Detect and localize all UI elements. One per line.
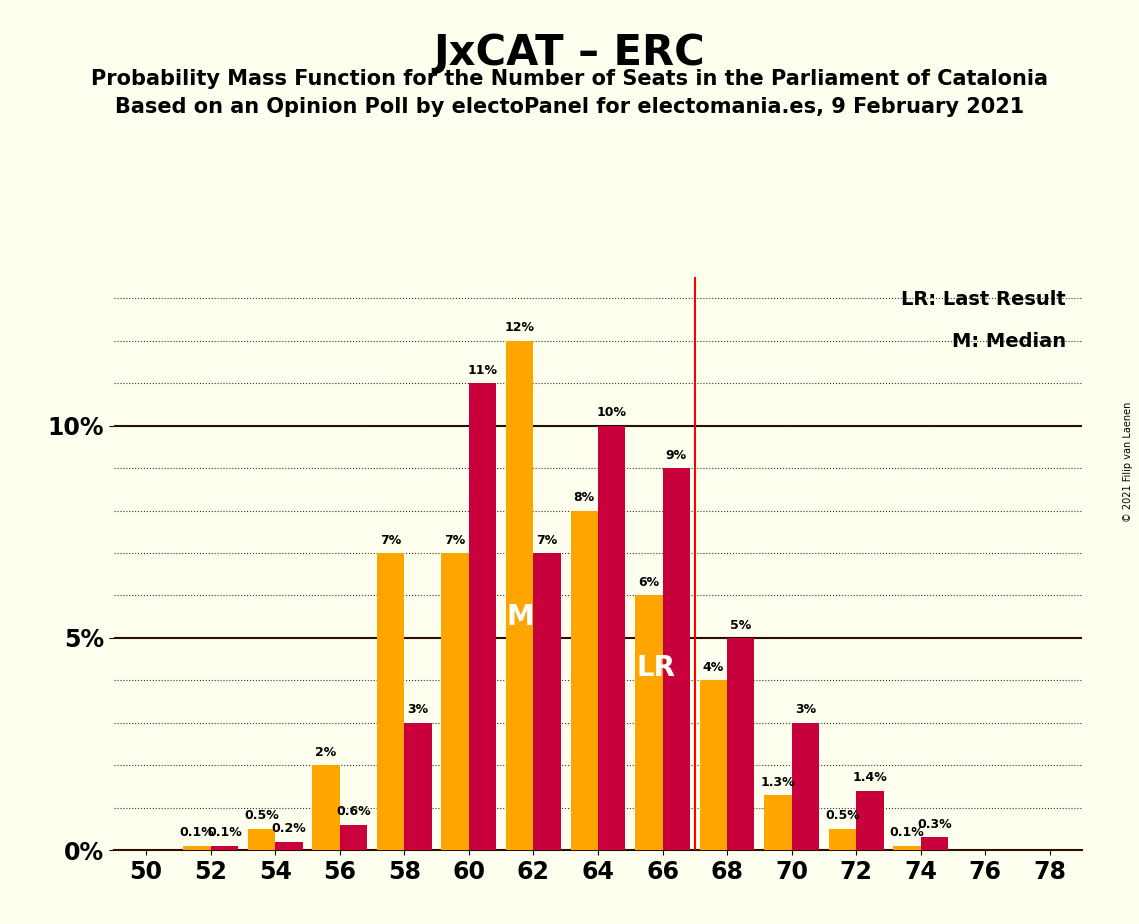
Text: 4%: 4% [703,661,724,674]
Text: 8%: 8% [574,492,595,505]
Text: M: M [507,602,534,631]
Text: 0.1%: 0.1% [207,826,241,840]
Bar [764,795,792,850]
Text: 7%: 7% [536,534,558,547]
Bar [857,791,884,850]
Text: 0.2%: 0.2% [271,822,306,835]
Text: 0.3%: 0.3% [917,818,952,831]
Text: 5%: 5% [730,618,752,631]
Text: 0.1%: 0.1% [890,826,925,840]
Text: 3%: 3% [795,703,816,716]
Bar [792,723,819,850]
Text: 0.5%: 0.5% [825,809,860,822]
Text: 0.6%: 0.6% [336,805,371,819]
Text: 6%: 6% [638,576,659,590]
Text: 0.1%: 0.1% [180,826,214,840]
Bar [663,468,690,850]
Bar [276,842,303,850]
Text: 9%: 9% [665,449,687,462]
Bar [533,553,560,850]
Bar [598,426,625,850]
Text: 12%: 12% [505,322,534,334]
Text: Probability Mass Function for the Number of Seats in the Parliament of Catalonia: Probability Mass Function for the Number… [91,69,1048,90]
Bar [248,829,276,850]
Bar [829,829,857,850]
Text: 11%: 11% [468,364,498,377]
Bar [506,341,533,850]
Text: 3%: 3% [408,703,428,716]
Text: © 2021 Filip van Laenen: © 2021 Filip van Laenen [1123,402,1133,522]
Text: 1.4%: 1.4% [852,772,887,784]
Text: 2%: 2% [316,746,337,759]
Bar [404,723,432,850]
Bar [183,845,211,850]
Bar [920,837,948,850]
Bar [469,383,497,850]
Bar [442,553,469,850]
Bar [312,765,339,850]
Text: 10%: 10% [597,407,626,419]
Bar [893,845,920,850]
Bar [636,595,663,850]
Bar [727,638,754,850]
Text: JxCAT – ERC: JxCAT – ERC [434,32,705,74]
Text: Based on an Opinion Poll by electoPanel for electomania.es, 9 February 2021: Based on an Opinion Poll by electoPanel … [115,97,1024,117]
Text: 7%: 7% [444,534,466,547]
Text: LR: LR [637,653,675,682]
Bar [699,680,727,850]
Bar [377,553,404,850]
Text: M: Median: M: Median [952,333,1066,351]
Text: LR: Last Result: LR: Last Result [901,290,1066,309]
Text: 1.3%: 1.3% [761,775,795,788]
Text: 7%: 7% [380,534,401,547]
Bar [571,511,598,850]
Bar [211,845,238,850]
Bar [339,824,367,850]
Text: 0.5%: 0.5% [244,809,279,822]
